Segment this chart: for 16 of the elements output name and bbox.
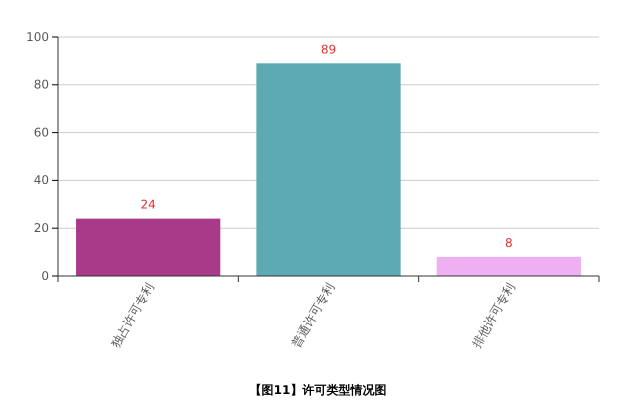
bar bbox=[436, 256, 581, 276]
data-label: 8 bbox=[505, 236, 513, 250]
x-tick-label: 独占许可专利 bbox=[108, 280, 157, 350]
y-tick-label: 100 bbox=[26, 30, 49, 44]
text: 【图11】许可类型情况图 bbox=[250, 383, 386, 397]
y-tick-label: 20 bbox=[34, 221, 49, 236]
y-tick-label: 60 bbox=[34, 125, 49, 140]
x-tick-label: 普通许可专利 bbox=[288, 280, 338, 350]
y-tick-label: 0 bbox=[41, 268, 49, 283]
y-tick-label: 40 bbox=[34, 173, 49, 188]
y-tick-label: 80 bbox=[34, 78, 49, 92]
bar bbox=[256, 63, 401, 276]
bar bbox=[76, 218, 220, 276]
data-label: 89 bbox=[320, 42, 336, 56]
data-label: 24 bbox=[140, 198, 156, 212]
x-tick-label: 排他许可专利 bbox=[469, 280, 518, 350]
